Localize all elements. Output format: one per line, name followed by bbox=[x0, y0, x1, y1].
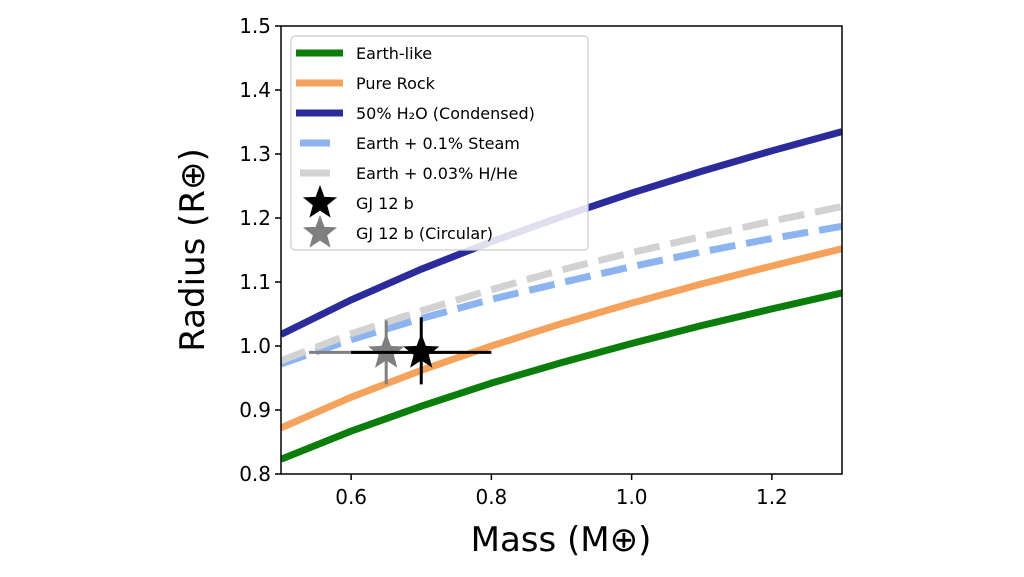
y-tick-label: 1.4 bbox=[239, 78, 271, 102]
y-tick-label: 1.3 bbox=[239, 142, 271, 166]
x-tick-label: 0.8 bbox=[475, 485, 507, 509]
legend-label-earth-0-03-h-he: Earth + 0.03% H/He bbox=[356, 164, 518, 183]
y-tick-label: 0.9 bbox=[239, 398, 271, 422]
x-tick-label: 1.2 bbox=[756, 485, 788, 509]
y-tick-label: 1.0 bbox=[239, 334, 271, 358]
series-line-pure-rock bbox=[281, 245, 842, 432]
series-line-earth-0-1-steam bbox=[281, 222, 842, 368]
legend-star-gj-12-b-circular bbox=[302, 215, 338, 248]
star-marker-gj-12-b bbox=[403, 333, 440, 368]
x-axis-label: Mass (M⊕) bbox=[471, 520, 652, 560]
axes: 0.6 0.8 1.0 1.2 0.8 0.9 1.0 1.1 1.2 1.3 1.4 1.5 bbox=[239, 14, 843, 509]
series-line-earth-like bbox=[281, 289, 842, 463]
star-marker-gj-12-b-circular bbox=[368, 333, 405, 368]
x-tick-label: 1.0 bbox=[616, 485, 648, 509]
legend-label-gj-12-b: GJ 12 b bbox=[356, 194, 414, 213]
legend-label-gj-12-b-circular: GJ 12 b (Circular) bbox=[356, 224, 493, 243]
legend-label-earth-0-1-steam: Earth + 0.1% Steam bbox=[356, 134, 520, 153]
legend-label-pure-rock: Pure Rock bbox=[356, 74, 436, 93]
x-tick-label: 0.6 bbox=[335, 485, 367, 509]
legend-star-gj-12-b bbox=[302, 185, 338, 218]
y-tick-label: 0.8 bbox=[239, 462, 271, 486]
axes-frame bbox=[280, 25, 843, 475]
y-tick-label: 1.5 bbox=[239, 14, 271, 38]
y-tick-label: 1.1 bbox=[239, 270, 271, 294]
legend-label-earth-like: Earth-like bbox=[356, 44, 432, 63]
y-axis-label: Radius (R⊕) bbox=[173, 148, 213, 351]
legend-box bbox=[290, 35, 589, 251]
series-line-earth-0-03-h-he bbox=[281, 203, 842, 364]
y-tick-label: 1.2 bbox=[239, 206, 271, 230]
legend-label-50-h-o-condensed: 50% H₂O (Condensed) bbox=[356, 104, 535, 123]
legend: Earth-like Pure Rock 50% H₂O (Condensed) Ea… bbox=[290, 35, 589, 251]
